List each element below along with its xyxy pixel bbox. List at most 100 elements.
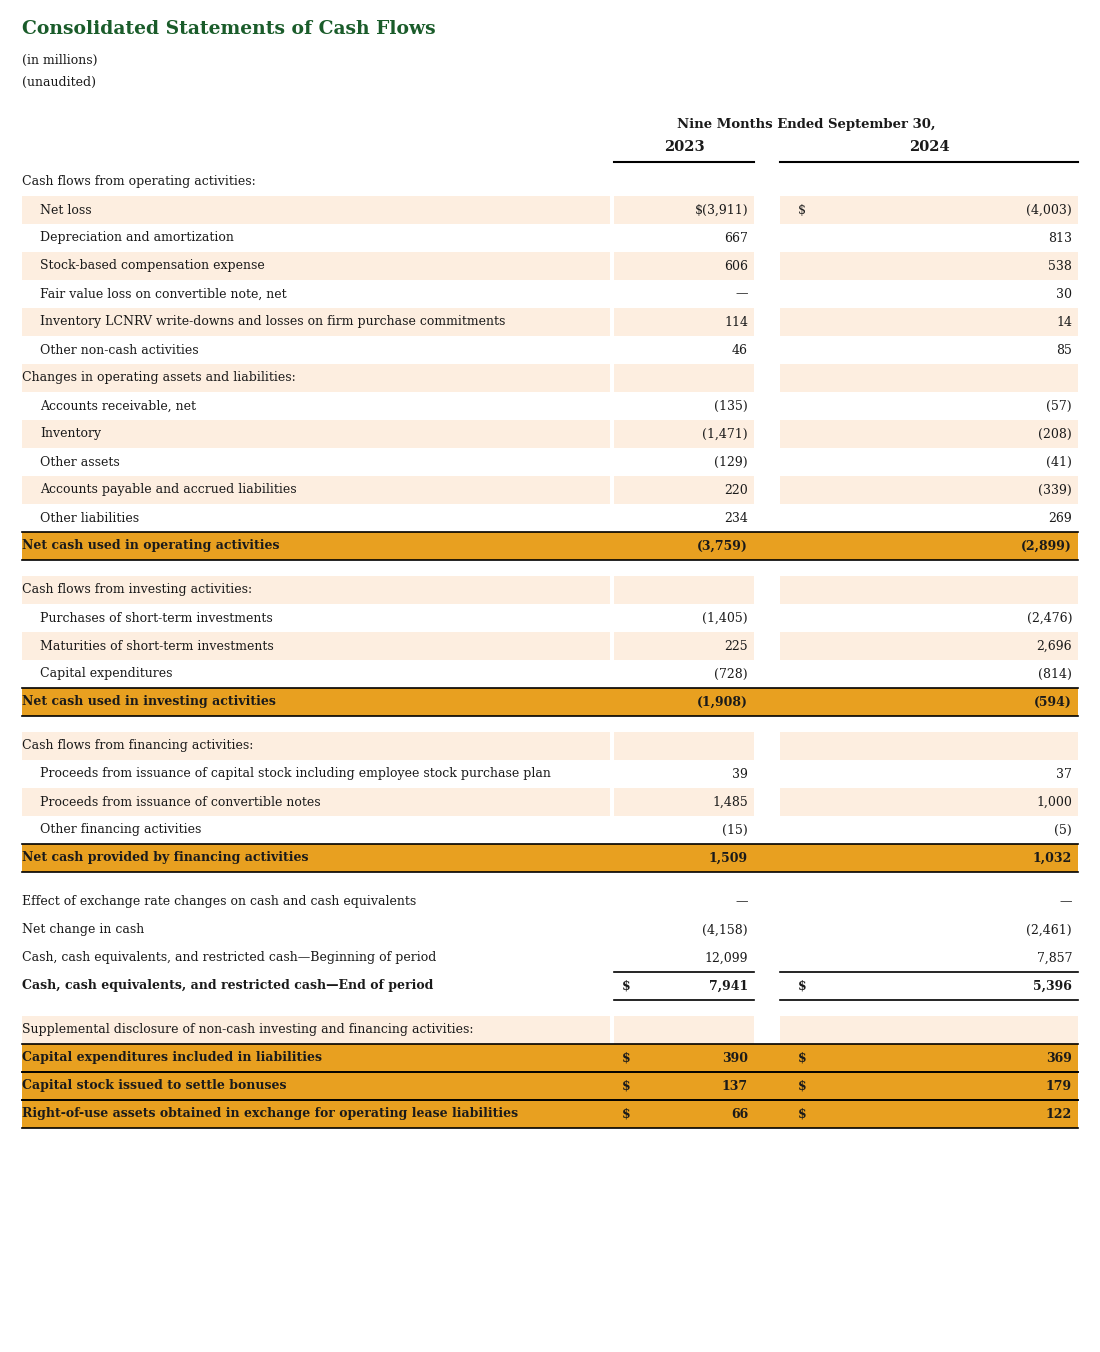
- Text: (5): (5): [1054, 823, 1072, 837]
- Bar: [22, 364, 610, 392]
- Bar: [780, 364, 1078, 392]
- Text: Net cash used in investing activities: Net cash used in investing activities: [22, 695, 276, 708]
- Bar: [780, 788, 1078, 817]
- Bar: [614, 308, 754, 337]
- Bar: [614, 196, 754, 224]
- Bar: [614, 731, 754, 760]
- Text: 30: 30: [1056, 288, 1072, 300]
- Text: (208): (208): [1038, 427, 1072, 441]
- Text: 606: 606: [724, 260, 748, 273]
- Text: (129): (129): [714, 456, 748, 469]
- Text: (594): (594): [1034, 695, 1072, 708]
- Bar: [22, 531, 1078, 560]
- Text: Net loss: Net loss: [40, 204, 91, 216]
- Text: $: $: [798, 979, 806, 992]
- Bar: [22, 420, 610, 448]
- Bar: [614, 788, 754, 817]
- Text: 179: 179: [1046, 1079, 1072, 1092]
- Text: Stock-based compensation expense: Stock-based compensation expense: [40, 260, 265, 273]
- Text: 2,696: 2,696: [1036, 639, 1072, 653]
- Text: Proceeds from issuance of convertible notes: Proceeds from issuance of convertible no…: [40, 795, 320, 808]
- Text: $: $: [798, 204, 806, 216]
- Text: 390: 390: [722, 1052, 748, 1064]
- Bar: [780, 476, 1078, 504]
- Bar: [22, 731, 610, 760]
- Text: $: $: [621, 979, 630, 992]
- Text: 2023: 2023: [663, 141, 704, 154]
- Bar: [780, 196, 1078, 224]
- Text: (814): (814): [1038, 668, 1072, 680]
- Text: Other assets: Other assets: [40, 456, 120, 469]
- Text: Consolidated Statements of Cash Flows: Consolidated Statements of Cash Flows: [22, 20, 436, 38]
- Text: Capital stock issued to settle bonuses: Capital stock issued to settle bonuses: [22, 1079, 286, 1092]
- Text: 12,099: 12,099: [704, 952, 748, 964]
- Text: (unaudited): (unaudited): [22, 76, 96, 89]
- Text: 66: 66: [730, 1107, 748, 1121]
- Text: 122: 122: [1046, 1107, 1072, 1121]
- Bar: [780, 308, 1078, 337]
- Text: 220: 220: [724, 484, 748, 496]
- Text: 1,509: 1,509: [708, 852, 748, 864]
- Text: Accounts receivable, net: Accounts receivable, net: [40, 399, 196, 412]
- Bar: [22, 688, 1078, 717]
- Text: Cash flows from investing activities:: Cash flows from investing activities:: [22, 584, 252, 596]
- Text: 114: 114: [724, 315, 748, 329]
- Text: Effect of exchange rate changes on cash and cash equivalents: Effect of exchange rate changes on cash …: [22, 895, 416, 909]
- Bar: [22, 476, 610, 504]
- Text: Other non-cash activities: Other non-cash activities: [40, 343, 199, 357]
- Bar: [22, 196, 610, 224]
- Text: 234: 234: [724, 511, 748, 525]
- Bar: [22, 308, 610, 337]
- Bar: [614, 576, 754, 604]
- Text: (4,003): (4,003): [1026, 204, 1072, 216]
- Text: (1,471): (1,471): [703, 427, 748, 441]
- Text: Inventory: Inventory: [40, 427, 101, 441]
- Text: Right-of-use assets obtained in exchange for operating lease liabilities: Right-of-use assets obtained in exchange…: [22, 1107, 518, 1121]
- Bar: [22, 788, 610, 817]
- Text: —: —: [1059, 895, 1072, 909]
- Text: Accounts payable and accrued liabilities: Accounts payable and accrued liabilities: [40, 484, 297, 496]
- Text: 7,857: 7,857: [1036, 952, 1072, 964]
- Text: $(3,911): $(3,911): [694, 204, 748, 216]
- Text: (135): (135): [714, 399, 748, 412]
- Bar: [614, 364, 754, 392]
- Bar: [22, 1015, 610, 1044]
- Bar: [780, 1015, 1078, 1044]
- Text: (2,476): (2,476): [1026, 611, 1072, 625]
- Text: Depreciation and amortization: Depreciation and amortization: [40, 231, 234, 245]
- Bar: [614, 420, 754, 448]
- Bar: [614, 1015, 754, 1044]
- Text: Other financing activities: Other financing activities: [40, 823, 201, 837]
- Text: 269: 269: [1048, 511, 1072, 525]
- Text: 2024: 2024: [909, 141, 949, 154]
- Bar: [22, 1101, 1078, 1128]
- Text: Capital expenditures included in liabilities: Capital expenditures included in liabili…: [22, 1052, 322, 1064]
- Text: $: $: [621, 1079, 630, 1092]
- Text: (1,908): (1,908): [697, 695, 748, 708]
- Text: (15): (15): [723, 823, 748, 837]
- Text: Changes in operating assets and liabilities:: Changes in operating assets and liabilit…: [22, 372, 296, 384]
- Text: Fair value loss on convertible note, net: Fair value loss on convertible note, net: [40, 288, 287, 300]
- Text: (1,405): (1,405): [703, 611, 748, 625]
- Text: 5,396: 5,396: [1033, 979, 1072, 992]
- Bar: [22, 844, 1078, 872]
- Text: Supplemental disclosure of non-cash investing and financing activities:: Supplemental disclosure of non-cash inve…: [22, 1023, 473, 1037]
- Bar: [780, 251, 1078, 280]
- Text: 225: 225: [725, 639, 748, 653]
- Text: $: $: [621, 1107, 630, 1121]
- Text: (728): (728): [714, 668, 748, 680]
- Text: (2,461): (2,461): [1026, 923, 1072, 937]
- Text: Net change in cash: Net change in cash: [22, 923, 144, 937]
- Bar: [780, 576, 1078, 604]
- Bar: [780, 731, 1078, 760]
- Text: Purchases of short-term investments: Purchases of short-term investments: [40, 611, 273, 625]
- Text: (3,759): (3,759): [697, 539, 748, 553]
- Text: (4,158): (4,158): [703, 923, 748, 937]
- Text: 85: 85: [1056, 343, 1072, 357]
- Text: 7,941: 7,941: [708, 979, 748, 992]
- Bar: [22, 631, 610, 660]
- Bar: [22, 1072, 1078, 1101]
- Text: Cash flows from financing activities:: Cash flows from financing activities:: [22, 740, 253, 753]
- Text: Other liabilities: Other liabilities: [40, 511, 139, 525]
- Text: 37: 37: [1056, 768, 1072, 780]
